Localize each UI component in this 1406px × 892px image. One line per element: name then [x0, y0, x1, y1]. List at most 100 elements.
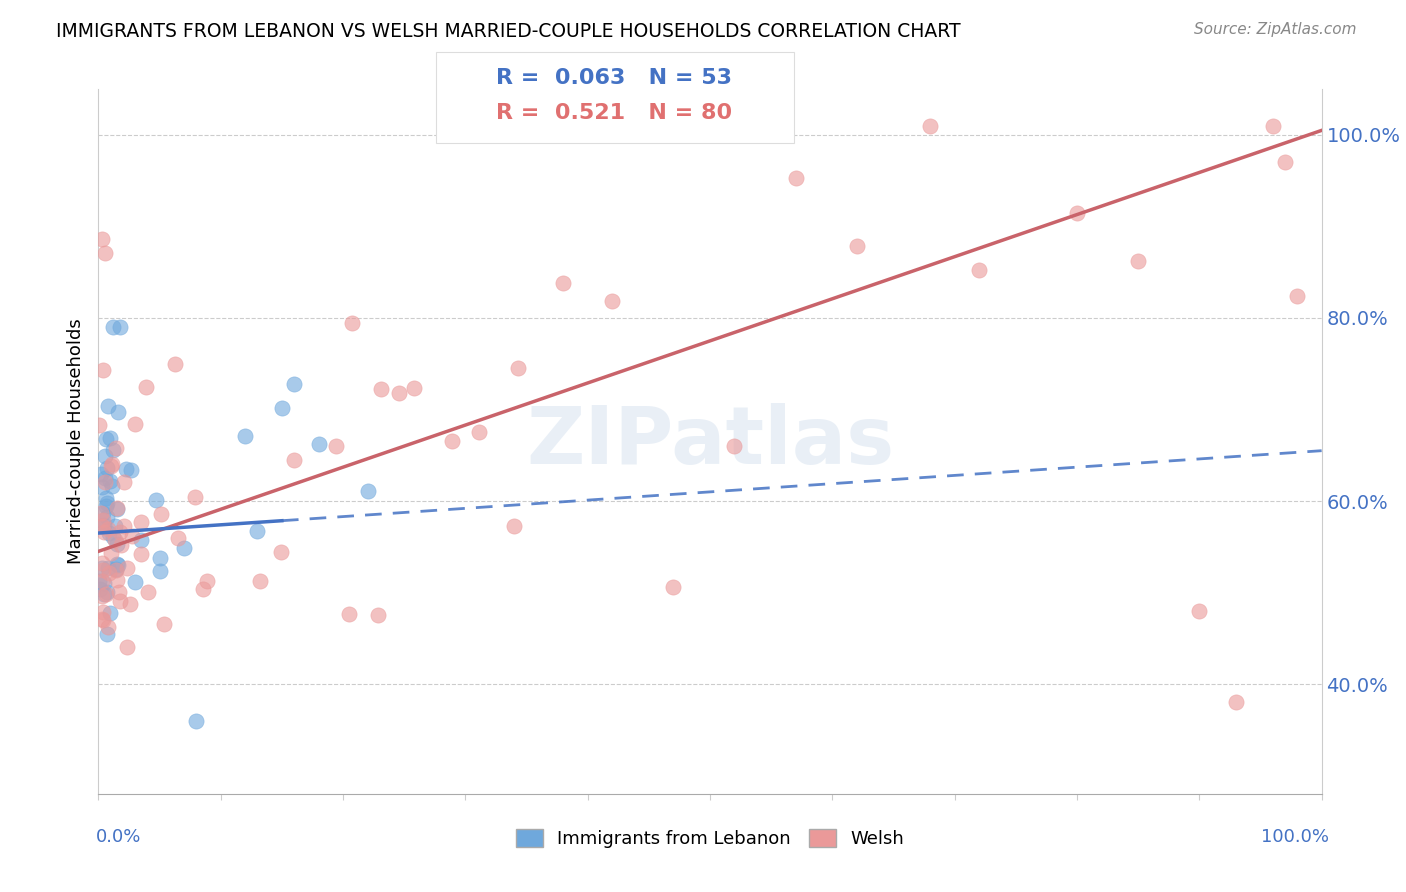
Point [97, 561, 120, 575]
Point [110, 320, 132, 334]
Point [87, 418, 110, 433]
Point [103, 443, 125, 458]
Point [270, 401, 294, 416]
Point [506, 361, 529, 376]
Point [105, 573, 128, 587]
Point [94, 432, 117, 446]
Point [91, 612, 114, 626]
Point [249, 574, 271, 588]
Point [96, 461, 118, 475]
Point [553, 276, 575, 290]
Text: R =  0.063   N = 53: R = 0.063 N = 53 [496, 68, 733, 87]
Point [105, 537, 128, 551]
Point [97, 523, 120, 537]
Point [723, 439, 745, 453]
Point [129, 533, 152, 548]
Point [112, 475, 135, 489]
Point [340, 316, 363, 330]
Point [96, 585, 118, 599]
Point [96, 491, 118, 505]
Point [96, 496, 118, 510]
Point [94, 500, 117, 514]
Point [184, 490, 207, 504]
Point [90, 506, 112, 520]
Point [104, 533, 127, 547]
Point [115, 640, 138, 655]
Point [96, 626, 118, 640]
Point [845, 239, 868, 253]
Point [118, 597, 141, 611]
Text: Source: ZipAtlas.com: Source: ZipAtlas.com [1194, 22, 1357, 37]
Point [325, 439, 347, 453]
Point [402, 381, 425, 395]
Point [186, 714, 208, 728]
Point [356, 483, 378, 498]
Point [93, 575, 115, 590]
Point [124, 575, 146, 590]
Point [90, 589, 112, 603]
Point [1274, 155, 1296, 169]
Text: ZIPatlas: ZIPatlas [526, 402, 894, 481]
Point [107, 405, 129, 419]
Point [149, 551, 172, 566]
Point [388, 385, 411, 400]
Point [104, 518, 127, 533]
Point [136, 584, 159, 599]
Point [105, 502, 128, 516]
Point [91, 480, 114, 494]
Point [104, 562, 127, 576]
Point [98, 606, 121, 620]
Point [150, 508, 173, 522]
Point [93, 471, 115, 485]
Point [1286, 289, 1309, 303]
Point [129, 516, 152, 530]
Point [600, 294, 623, 309]
Point [370, 382, 392, 396]
Point [112, 518, 135, 533]
Point [104, 441, 127, 455]
Point [100, 546, 122, 560]
Point [97, 620, 120, 634]
Point [135, 380, 157, 394]
Point [165, 357, 187, 371]
Point [308, 437, 330, 451]
Point [1188, 604, 1211, 618]
Y-axis label: Married-couple Households: Married-couple Households [66, 318, 84, 565]
Point [105, 557, 128, 571]
Point [91, 606, 114, 620]
Point [101, 530, 124, 544]
Text: 100.0%: 100.0% [1261, 828, 1329, 846]
Point [195, 574, 218, 588]
Point [270, 545, 292, 559]
Point [98, 475, 121, 489]
Point [91, 563, 114, 577]
Point [110, 538, 132, 552]
Point [191, 582, 214, 596]
Point [339, 607, 361, 621]
Point [90, 467, 112, 481]
Point [131, 547, 153, 561]
Point [283, 377, 305, 392]
Point [108, 584, 131, 599]
Point [120, 462, 142, 476]
Point [785, 170, 807, 185]
Point [440, 434, 463, 449]
Point [246, 524, 269, 539]
Point [93, 506, 115, 520]
Point [149, 564, 172, 578]
Point [94, 449, 117, 463]
Point [91, 362, 114, 376]
Point [93, 587, 115, 601]
Point [1225, 695, 1247, 709]
Point [121, 529, 143, 543]
Point [108, 593, 131, 607]
Point [93, 518, 115, 533]
Point [115, 462, 138, 476]
Point [91, 513, 114, 527]
Legend: Immigrants from Lebanon, Welsh: Immigrants from Lebanon, Welsh [509, 822, 911, 855]
Point [97, 399, 120, 413]
Point [107, 558, 129, 572]
Point [124, 417, 146, 432]
Point [283, 452, 305, 467]
Text: R =  0.521   N = 80: R = 0.521 N = 80 [496, 103, 733, 123]
